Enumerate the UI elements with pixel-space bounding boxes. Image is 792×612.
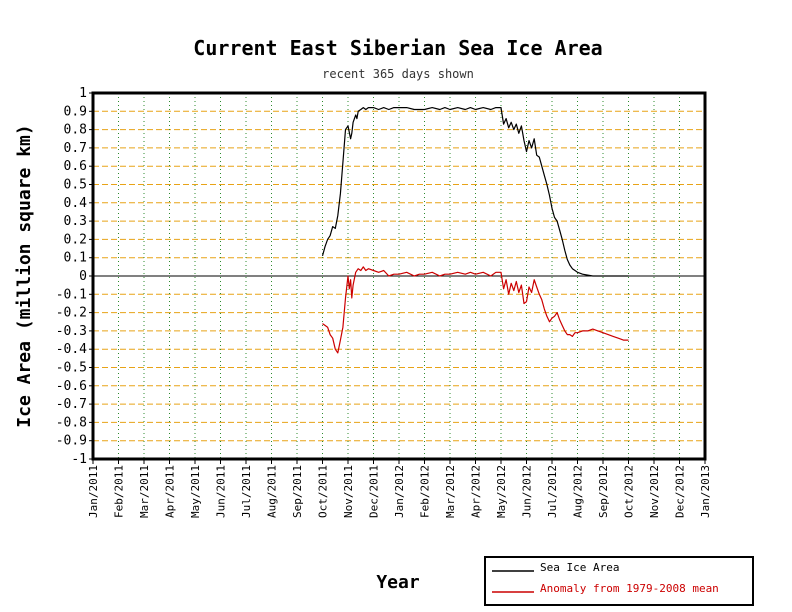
x-tick-label: Apr/2012 bbox=[470, 465, 483, 518]
x-tick-label: Jun/2011 bbox=[215, 465, 228, 518]
x-tick-label: Aug/2011 bbox=[266, 465, 279, 518]
y-tick-label: 0.5 bbox=[64, 178, 87, 193]
y-tick-label: -0.9 bbox=[56, 434, 87, 449]
y-tick-label: -0.6 bbox=[56, 379, 87, 394]
x-tick-label: Feb/2011 bbox=[113, 465, 126, 518]
y-tick-label: 0.8 bbox=[64, 123, 87, 138]
y-tick-label: 0.4 bbox=[64, 196, 88, 211]
series-line-sea-ice-area bbox=[321, 106, 629, 277]
x-tick-label: May/2012 bbox=[495, 465, 508, 518]
legend-anomaly-label: Anomaly from 1979-2008 mean bbox=[540, 582, 719, 595]
y-tick-label: 0 bbox=[79, 269, 87, 284]
y-tick-label: 0.3 bbox=[64, 214, 87, 229]
x-tick-label: Sep/2011 bbox=[291, 465, 304, 518]
x-tick-label: Nov/2011 bbox=[342, 465, 355, 518]
x-tick-label: Jul/2012 bbox=[546, 465, 559, 518]
x-tick-label: Oct/2011 bbox=[317, 465, 330, 518]
x-tick-label: Jan/2011 bbox=[87, 465, 100, 518]
y-ticks: 1 0.9 0.8 0.7 0.6 0.5 0.4 0.3 0.2 0.1 0 -0.1 -0.2 -0.… bbox=[56, 86, 93, 467]
legend: Sea Ice Area Anomaly from 1979-2008 mean bbox=[484, 556, 754, 606]
x-tick-label: Aug/2012 bbox=[572, 465, 585, 518]
legend-ice-label: Sea Ice Area bbox=[540, 561, 619, 574]
y-tick-label: 0.7 bbox=[64, 141, 87, 156]
y-tick-label: -0.8 bbox=[56, 415, 87, 430]
y-tick-label: -1 bbox=[71, 452, 87, 467]
x-tick-label: Jun/2012 bbox=[521, 465, 534, 518]
x-ticks: Jan/2011 Feb/2011 Mar/2011 Apr/2011 May/2011… bbox=[87, 459, 712, 518]
chart-title: Current East Siberian Sea Ice Area bbox=[193, 36, 602, 60]
legend-box bbox=[484, 556, 754, 606]
x-tick-label: Nov/2012 bbox=[648, 465, 661, 518]
x-tick-label: Feb/2012 bbox=[419, 465, 432, 518]
y-axis-label: Ice Area (million square km) bbox=[14, 124, 35, 427]
y-tick-label: 0.9 bbox=[64, 104, 87, 119]
x-tick-label: Dec/2011 bbox=[368, 465, 381, 518]
chart-subtitle: recent 365 days shown bbox=[322, 67, 474, 81]
x-axis-label: Year bbox=[376, 572, 420, 593]
y-tick-label: -0.7 bbox=[56, 397, 87, 412]
grid bbox=[93, 93, 705, 459]
x-tick-label: Jan/2013 bbox=[699, 465, 712, 518]
x-tick-label: Sep/2012 bbox=[597, 465, 610, 518]
y-tick-label: -0.3 bbox=[56, 324, 87, 339]
y-tick-label: 1 bbox=[79, 86, 87, 101]
y-tick-label: -0.2 bbox=[56, 306, 87, 321]
x-tick-label: Oct/2012 bbox=[623, 465, 636, 518]
y-tick-label: -0.1 bbox=[56, 287, 87, 302]
x-tick-label: Apr/2011 bbox=[164, 465, 177, 518]
series-group bbox=[321, 106, 629, 354]
x-tick-label: Mar/2011 bbox=[138, 465, 151, 518]
x-tick-label: Mar/2012 bbox=[444, 465, 457, 518]
y-tick-label: 0.1 bbox=[64, 251, 87, 266]
y-tick-label: -0.5 bbox=[56, 361, 87, 376]
x-tick-label: Dec/2012 bbox=[674, 465, 687, 518]
y-tick-label: 0.2 bbox=[64, 232, 87, 247]
y-tick-label: -0.4 bbox=[56, 342, 87, 357]
x-tick-label: May/2011 bbox=[189, 465, 202, 518]
x-tick-label: Jul/2011 bbox=[240, 465, 253, 518]
plot-frame bbox=[91, 91, 707, 461]
x-tick-label: Jan/2012 bbox=[393, 465, 406, 518]
series-line-anomaly bbox=[322, 266, 629, 354]
y-tick-label: 0.6 bbox=[64, 159, 87, 174]
